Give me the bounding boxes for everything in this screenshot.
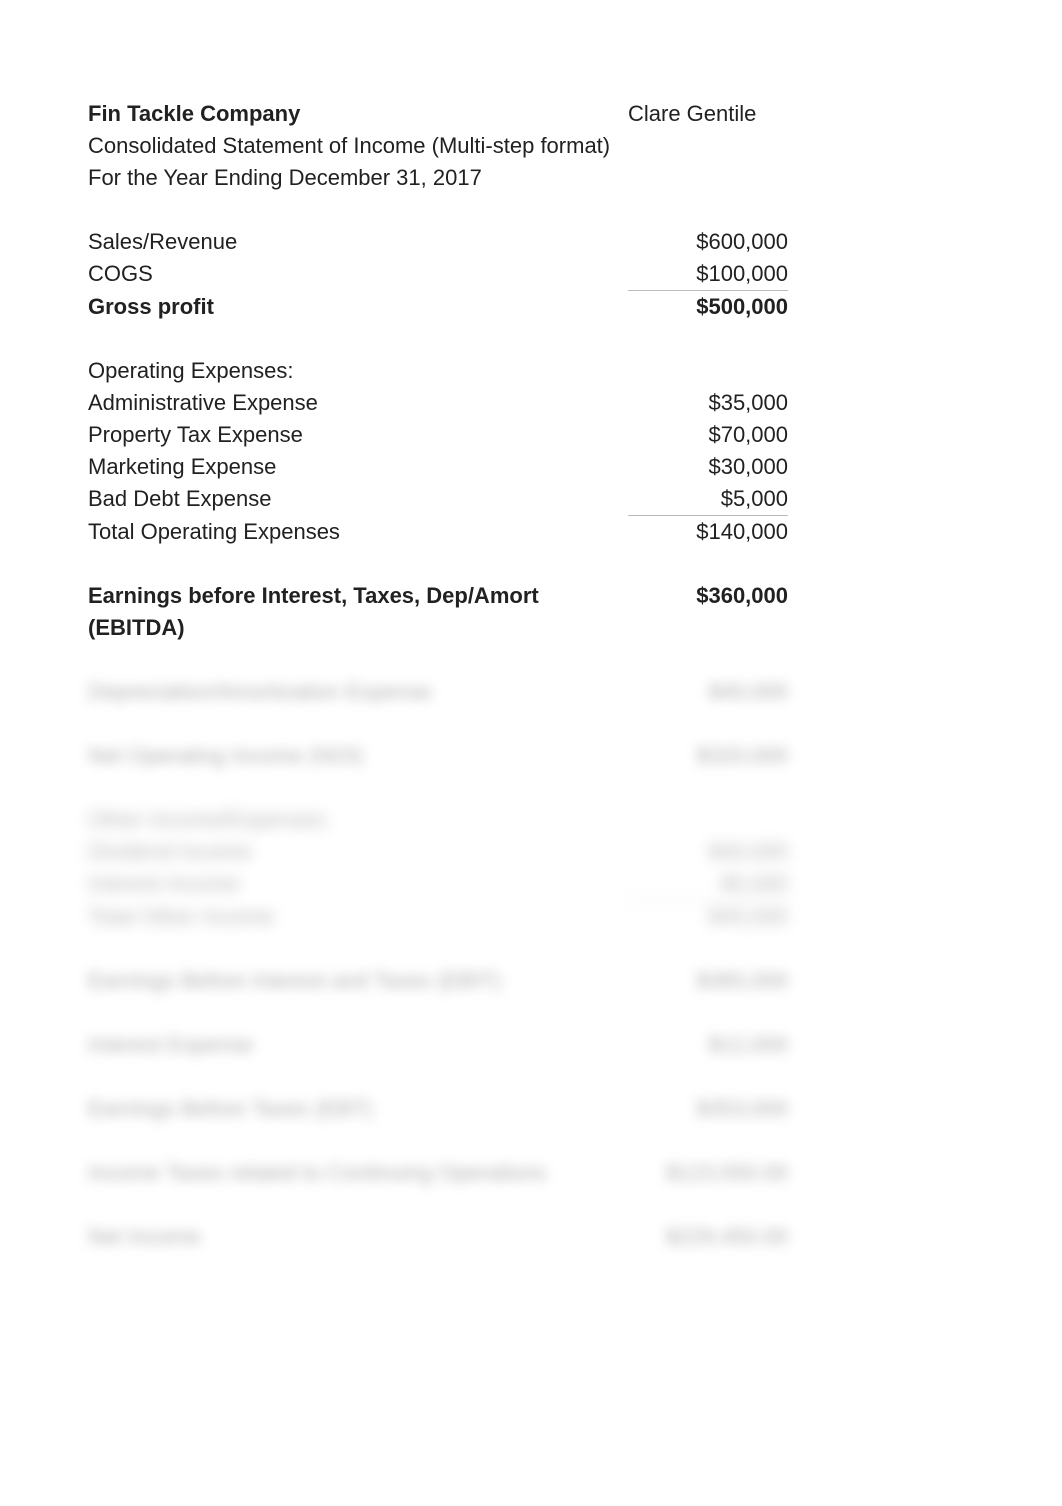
blurred-interest-expense-label: Interest Expense — [88, 1029, 628, 1061]
opex-total-row: Total Operating Expenses $140,000 — [88, 515, 974, 548]
blurred-other-total-label: Total Other Income — [88, 901, 628, 933]
marketing-value: $30,000 — [628, 451, 788, 483]
cogs-row: COGS $100,000 — [88, 258, 974, 290]
blurred-noi-row: Net Operating Income (NOI) $320,000 — [88, 740, 974, 772]
ebitda-label: Earnings before Interest, Taxes, Dep/Amo… — [88, 580, 628, 644]
blurred-dep-amort-value: $40,000 — [628, 676, 788, 708]
baddebt-value: $5,000 — [628, 483, 788, 515]
proptax-row: Property Tax Expense $70,000 — [88, 419, 974, 451]
opex-heading: Operating Expenses: — [88, 355, 628, 387]
blurred-noi-value: $320,000 — [628, 740, 788, 772]
opex-total-value: $140,000 — [628, 515, 788, 548]
blurred-interest-income-label: Interest Income — [88, 868, 628, 900]
blurred-dividend-row: Dividend Income $40,000 — [88, 836, 974, 868]
blurred-other-heading: Other Income/Expenses: — [88, 804, 628, 836]
blurred-other-total-row: Total Other Income $45,000 — [88, 900, 974, 933]
admin-value: $35,000 — [628, 387, 788, 419]
blurred-dep-amort-label: Depreciation/Amortization Expense — [88, 676, 628, 708]
income-statement-page: Fin Tackle Company Clare Gentile Consoli… — [0, 0, 1062, 1253]
blurred-dep-amort-row: Depreciation/Amortization Expense $40,00… — [88, 676, 974, 708]
header-row-2: Consolidated Statement of Income (Multi-… — [88, 130, 974, 162]
opex-heading-row: Operating Expenses: — [88, 355, 974, 387]
blurred-tax-value: $123,550.00 — [628, 1157, 788, 1189]
sales-value: $600,000 — [628, 226, 788, 258]
admin-row: Administrative Expense $35,000 — [88, 387, 974, 419]
blurred-dividend-label: Dividend Income — [88, 836, 628, 868]
blurred-ebit-row: Earnings Before Interest and Taxes (EBIT… — [88, 965, 974, 997]
gross-profit-value: $500,000 — [628, 290, 788, 323]
proptax-value: $70,000 — [628, 419, 788, 451]
baddebt-label: Bad Debt Expense — [88, 483, 628, 515]
baddebt-row: Bad Debt Expense $5,000 — [88, 483, 974, 515]
blurred-tax-label: Income Taxes related to Continuing Opera… — [88, 1157, 628, 1189]
blurred-dividend-value: $40,000 — [628, 836, 788, 868]
cogs-value: $100,000 — [628, 258, 788, 290]
statement-title: Consolidated Statement of Income (Multi-… — [88, 130, 788, 162]
blurred-other-total-value: $45,000 — [628, 900, 788, 933]
ebitda-row: Earnings before Interest, Taxes, Dep/Amo… — [88, 580, 974, 644]
blurred-ebit-value: $365,000 — [628, 965, 788, 997]
proptax-label: Property Tax Expense — [88, 419, 628, 451]
header-row-1: Fin Tackle Company Clare Gentile — [88, 98, 974, 130]
blurred-tax-row: Income Taxes related to Continuing Opera… — [88, 1157, 974, 1189]
blurred-interest-expense-row: Interest Expense $12,000 — [88, 1029, 974, 1061]
gross-profit-row: Gross profit $500,000 — [88, 290, 974, 323]
opex-total-label: Total Operating Expenses — [88, 516, 628, 548]
company-name: Fin Tackle Company — [88, 98, 628, 130]
sales-label: Sales/Revenue — [88, 226, 628, 258]
blurred-ebt-label: Earnings Before Taxes (EBT) — [88, 1093, 628, 1125]
blurred-net-income-value: $229,450.00 — [628, 1221, 788, 1253]
blurred-interest-expense-value: $12,000 — [628, 1029, 788, 1061]
author-name: Clare Gentile — [628, 98, 828, 130]
header-row-3: For the Year Ending December 31, 2017 — [88, 162, 974, 194]
blurred-net-income-label: Net Income — [88, 1221, 628, 1253]
gross-profit-label: Gross profit — [88, 291, 628, 323]
blurred-net-income-row: Net Income $229,450.00 — [88, 1221, 974, 1253]
cogs-label: COGS — [88, 258, 628, 290]
blurred-other-heading-row: Other Income/Expenses: — [88, 804, 974, 836]
blurred-ebt-row: Earnings Before Taxes (EBT) $353,000 — [88, 1093, 974, 1125]
blurred-ebit-label: Earnings Before Interest and Taxes (EBIT… — [88, 965, 628, 997]
marketing-label: Marketing Expense — [88, 451, 628, 483]
sales-row: Sales/Revenue $600,000 — [88, 226, 974, 258]
blurred-interest-income-row: Interest Income $5,000 — [88, 868, 974, 900]
blurred-ebt-value: $353,000 — [628, 1093, 788, 1125]
blurred-noi-label: Net Operating Income (NOI) — [88, 740, 628, 772]
admin-label: Administrative Expense — [88, 387, 628, 419]
period-line: For the Year Ending December 31, 2017 — [88, 162, 788, 194]
marketing-row: Marketing Expense $30,000 — [88, 451, 974, 483]
blurred-interest-income-value: $5,000 — [628, 868, 788, 900]
ebitda-value: $360,000 — [628, 580, 788, 612]
